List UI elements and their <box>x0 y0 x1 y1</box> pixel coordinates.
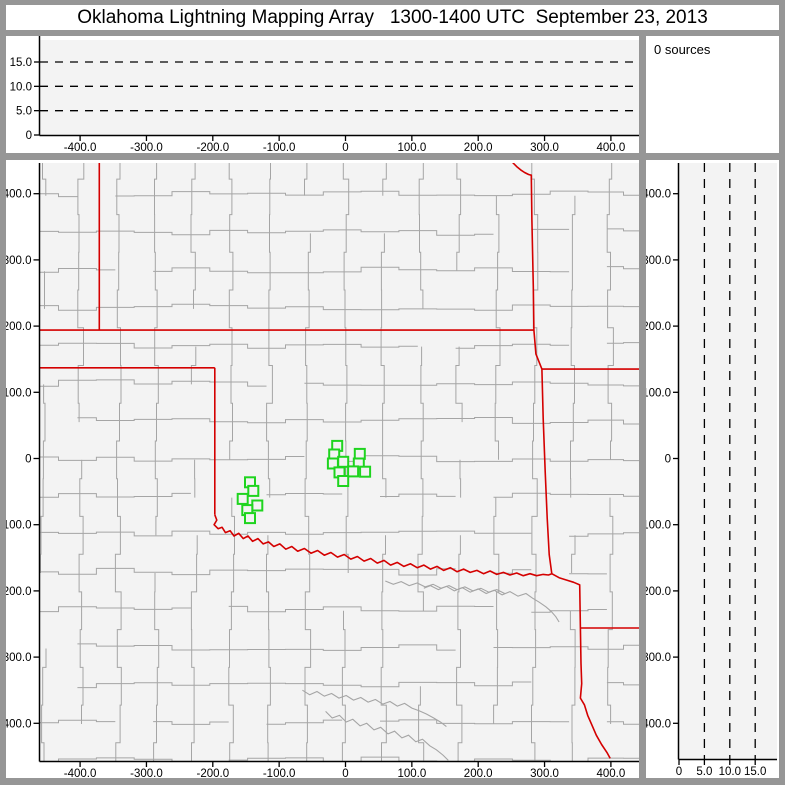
y-tick-label: 300.0 <box>646 255 671 267</box>
altitude-ns-panel: 0 5.0 10.015.0 400.0 300.0 200.0 100.0 0 -100.0 -… <box>646 160 779 778</box>
x-tick-label: 15.0 <box>744 766 766 778</box>
y-tick-label: -300.0 <box>6 652 32 664</box>
y-tick-label: 0 <box>26 130 32 142</box>
lma-station-marker <box>247 484 260 497</box>
x-tick-label: 300.0 <box>530 142 559 153</box>
y-tick-label: 10.0 <box>10 81 32 93</box>
x-tick-label: 400.0 <box>597 142 626 153</box>
x-tick-label: 100.0 <box>397 768 426 778</box>
y-tick-label: -200.0 <box>646 586 671 598</box>
y-tick-label: 100.0 <box>6 387 32 399</box>
y-tick-label: -300.0 <box>646 652 671 664</box>
red-river-border <box>213 514 553 577</box>
plan-view-map-plot: 400.0 300.0 200.0 100.0 0 -100.0 -200.0 -300.0 -… <box>6 163 639 778</box>
lma-station-marker <box>359 465 372 478</box>
county-boundaries <box>40 163 639 762</box>
x-tick-label: -400.0 <box>64 768 97 778</box>
lma-station-marker <box>347 465 360 478</box>
x-tick-label: 200.0 <box>464 768 493 778</box>
altitude-ns-plot: 0 5.0 10.015.0 400.0 300.0 200.0 100.0 0 -100.0 -… <box>646 163 777 778</box>
title-bar: Oklahoma Lightning Mapping Array 1300-14… <box>6 5 779 30</box>
river-line <box>325 711 449 761</box>
y-tick-label: 300.0 <box>6 255 32 267</box>
texas-louisiana-border <box>579 627 611 759</box>
y-tick-label: -400.0 <box>6 718 32 730</box>
texas-arkansas-border <box>551 572 582 629</box>
window-title: Oklahoma Lightning Mapping Array 1300-14… <box>77 6 708 28</box>
x-tick-label: 10.0 <box>719 766 741 778</box>
x-tick-label: -300.0 <box>130 768 163 778</box>
x-tick-label: 0 <box>342 142 348 153</box>
x-tick-label: 5.0 <box>696 766 712 778</box>
x-tick-label: -300.0 <box>130 142 163 153</box>
x-tick-label: 100.0 <box>397 142 426 153</box>
x-tick-label: 0 <box>342 768 348 778</box>
plan-view-panel: 400.0 300.0 200.0 100.0 0 -100.0 -200.0 -300.0 -… <box>6 160 639 778</box>
x-tick-label: 200.0 <box>464 142 493 153</box>
lma-station-marker <box>337 475 350 487</box>
y-tick-label: 400.0 <box>646 189 671 201</box>
y-tick-label: 400.0 <box>6 189 32 201</box>
altitude-ew-plot: 0 5.0 10.0 15.0 -400.0 -300.0 -200.0 -100.0 0 100… <box>10 36 639 153</box>
y-tick-label: -100.0 <box>646 520 671 532</box>
river-line <box>385 580 505 594</box>
lma-station-marker <box>244 512 256 525</box>
lma-station-marker <box>353 447 366 460</box>
river-line <box>302 689 447 728</box>
x-tick-label: 0 <box>676 766 682 778</box>
plot-background <box>679 163 777 760</box>
x-tick-label: 400.0 <box>597 768 626 778</box>
x-tick-label: -400.0 <box>64 142 97 153</box>
y-tick-label: 100.0 <box>646 387 671 399</box>
altitude-ew-panel: 0 5.0 10.0 15.0 -400.0 -300.0 -200.0 -100.0 0 100… <box>6 36 639 153</box>
y-tick-label: -100.0 <box>6 520 32 532</box>
y-tick-label: 200.0 <box>6 321 32 333</box>
x-tick-label: 300.0 <box>530 768 559 778</box>
plot-background <box>40 40 639 135</box>
y-tick-label: -200.0 <box>6 586 32 598</box>
lma-station-marker <box>251 499 264 512</box>
y-tick-label: 0 <box>25 454 31 466</box>
map-layer <box>40 163 639 762</box>
x-tick-label: -200.0 <box>196 768 229 778</box>
x-tick-label: -100.0 <box>263 142 296 153</box>
sources-panel: 0 sources <box>646 36 779 153</box>
eastern-state-border <box>512 163 553 574</box>
lma-station-marker <box>337 455 350 468</box>
x-tick-label: -100.0 <box>263 768 296 778</box>
river-line <box>423 584 560 623</box>
x-tick-label: -200.0 <box>196 142 229 153</box>
y-tick-label: -400.0 <box>646 718 671 730</box>
y-tick-label: 5.0 <box>16 106 32 118</box>
lma-station-marker <box>236 492 249 505</box>
y-tick-label: 0 <box>665 454 671 466</box>
y-tick-label: 200.0 <box>646 321 671 333</box>
source-count-label: 0 sources <box>654 42 711 57</box>
y-tick-label: 15.0 <box>10 57 32 69</box>
